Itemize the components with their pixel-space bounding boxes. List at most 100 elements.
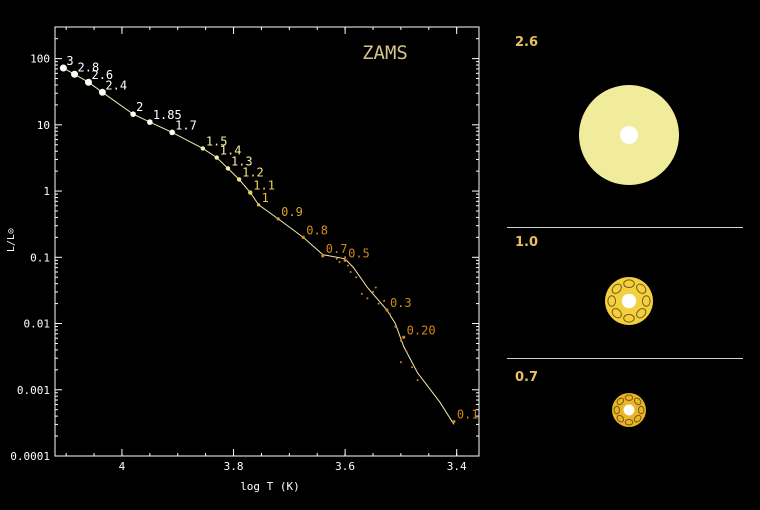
mass-point	[71, 70, 79, 78]
mass-label: 1	[262, 191, 269, 205]
panel-label-2-6: 2.6	[515, 35, 539, 50]
mass-point	[130, 111, 136, 117]
scatter-point	[335, 257, 338, 260]
scatter-point	[399, 339, 402, 342]
scatter-point	[366, 297, 369, 300]
scatter-point	[374, 286, 377, 289]
convection-cell	[611, 308, 622, 319]
panel-divider-2	[507, 358, 743, 359]
mass-point	[214, 155, 219, 160]
x-tick-label: 3.6	[335, 460, 355, 473]
y-tick-label: 0.001	[17, 384, 50, 397]
mass-point	[200, 146, 206, 151]
mass-point	[257, 203, 261, 207]
convection-cell	[613, 405, 620, 415]
mass-point	[321, 254, 325, 258]
mass-label: 1.4	[220, 144, 242, 158]
scatter-point	[346, 264, 349, 267]
mass-label: 2	[136, 100, 143, 114]
convection-cell	[623, 279, 635, 289]
scatter-point	[372, 290, 374, 293]
mass-point	[225, 166, 231, 171]
x-tick-label: 3.4	[447, 460, 467, 473]
mass-annotations: 3 2.82.62.4 2 1.851.7 1.51.41.31.21.11 0.90.8…	[59, 54, 479, 424]
star-disk-0-7	[612, 393, 646, 427]
mass-label: 0.8	[306, 223, 328, 237]
y-tick-label: 10	[37, 119, 50, 132]
convection-cell	[611, 283, 622, 294]
mass-point	[248, 190, 253, 195]
scatter-point	[360, 292, 363, 295]
mass-label: 2.4	[105, 78, 127, 92]
mass-label: 1.85	[153, 108, 182, 122]
convection-cell	[638, 405, 645, 415]
mass-label: 1.2	[242, 165, 264, 179]
mass-point	[402, 335, 406, 339]
panel-label-1-0: 1.0	[515, 235, 539, 250]
x-tick-label: 4	[119, 460, 126, 473]
scatter-point	[349, 270, 352, 273]
mass-point	[169, 129, 175, 136]
mass-point	[147, 119, 153, 125]
scatter-point	[394, 325, 397, 328]
star-core	[620, 126, 638, 144]
y-axis-label: L/L⊙	[6, 228, 17, 252]
main-sequence-track	[63, 67, 455, 425]
mass-label: 0.5	[348, 246, 370, 260]
y-tick-label: 1	[43, 185, 50, 198]
x-tick-label: 3.8	[224, 460, 244, 473]
mass-label: 1.3	[231, 154, 253, 168]
mass-point	[452, 420, 456, 424]
scatter-point	[344, 256, 347, 259]
star-panel-1-0	[507, 245, 747, 357]
scatter-point	[388, 312, 391, 315]
mass-label: 0.20	[407, 323, 436, 337]
y-tick-label: 100	[30, 53, 50, 66]
mass-point	[84, 78, 92, 86]
mass-label: 2.6	[91, 68, 113, 82]
mass-point	[98, 88, 106, 96]
mass-label: 0.1	[457, 408, 479, 422]
scatter-point	[399, 361, 402, 364]
star-panel-2-6	[507, 45, 747, 225]
star-core	[623, 404, 635, 416]
mass-point	[301, 235, 305, 239]
star-panel-0-7	[507, 380, 747, 440]
convection-cell	[636, 308, 647, 319]
y-tick-label: 0.01	[24, 318, 51, 331]
mass-point	[343, 258, 347, 262]
mass-point	[236, 177, 242, 182]
convection-cell	[641, 295, 651, 307]
panel-divider-1	[507, 227, 743, 228]
scatter-point	[416, 379, 419, 382]
mass-label: 0.9	[281, 205, 303, 219]
convection-cell	[616, 414, 625, 423]
mass-label: 1.1	[253, 179, 275, 193]
scatter-point	[383, 299, 386, 302]
convection-cell	[616, 397, 625, 406]
mass-point	[385, 308, 389, 312]
scatter-point	[411, 366, 414, 369]
scatter-point	[377, 302, 380, 305]
mass-label: 3	[66, 54, 73, 68]
y-tick-label: 0.0001	[10, 450, 50, 463]
mass-label: 0.7	[326, 242, 348, 256]
convection-cell	[633, 414, 642, 423]
mass-label: 0.3	[390, 296, 412, 310]
mass-label: 1.7	[175, 118, 197, 132]
scatter-point	[338, 260, 341, 263]
track-line	[63, 67, 455, 425]
star-core	[621, 293, 637, 309]
star-disk-1-0	[605, 277, 653, 325]
low-mass-scatter	[335, 256, 419, 382]
panel-label-0-7: 0.7	[515, 370, 539, 385]
chart-title: ZAMS	[362, 42, 408, 64]
scatter-point	[405, 350, 408, 353]
axes: 4 3.8 3.6 3.4 100 10 1 0.1 0.01 0.001 0.0001	[10, 26, 480, 473]
mass-label: 1.5	[206, 134, 228, 148]
mass-label: 2.8	[78, 60, 100, 74]
convection-cell	[607, 295, 617, 307]
convection-cell	[624, 419, 634, 426]
convection-cell	[633, 397, 642, 406]
mass-point	[59, 64, 67, 72]
